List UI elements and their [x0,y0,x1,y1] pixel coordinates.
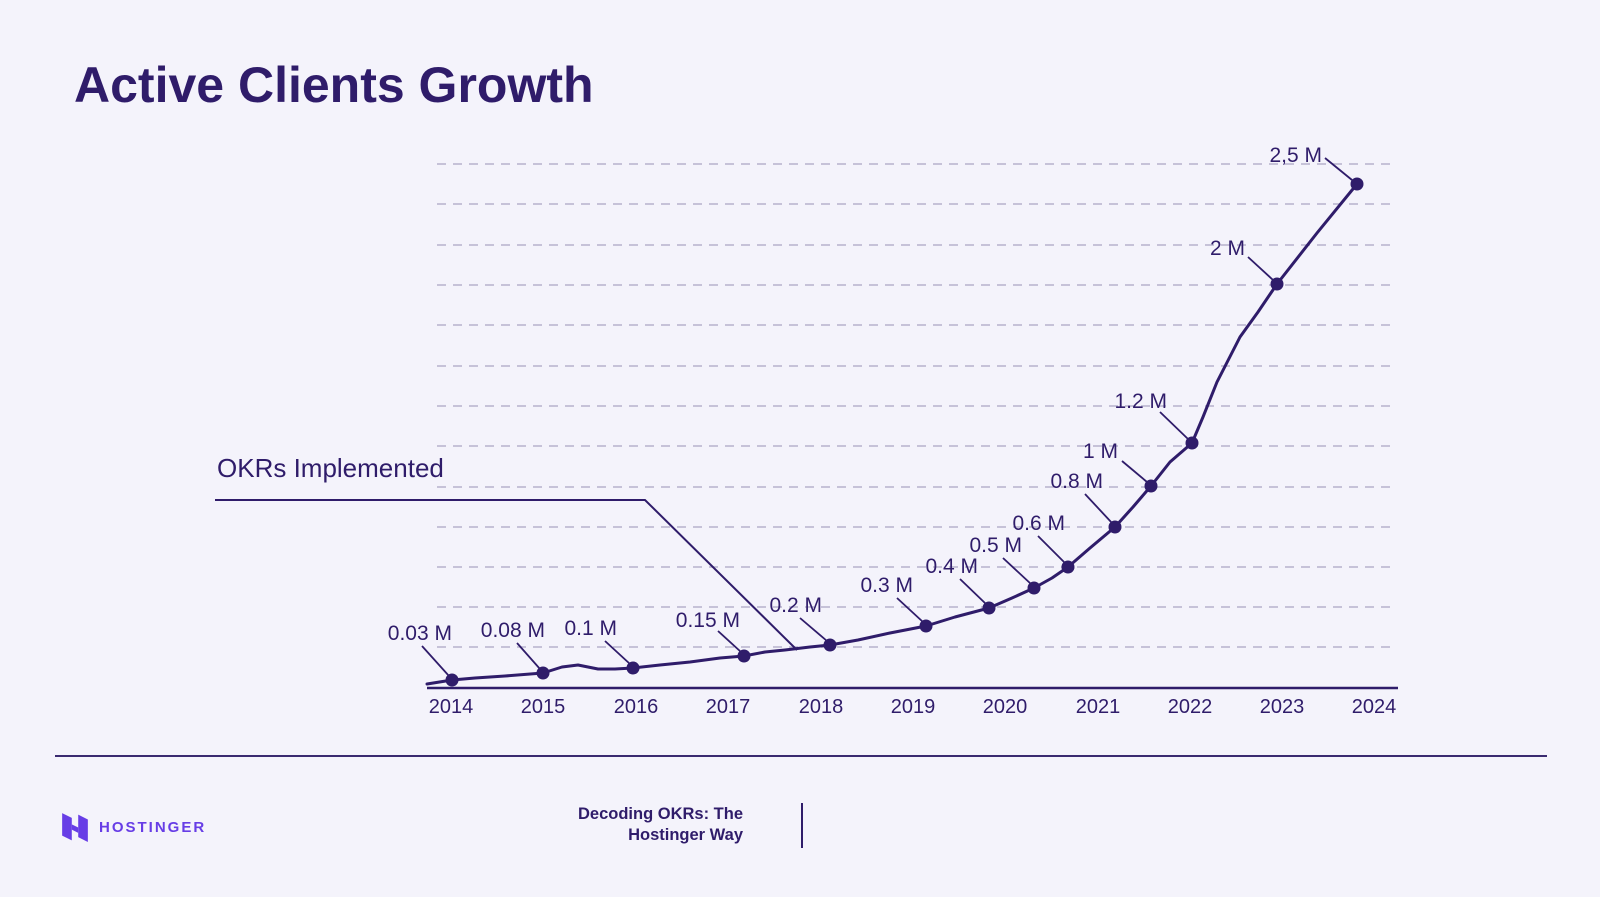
data-point [1108,520,1122,534]
okr-annotation-line [215,499,798,651]
data-point [1027,581,1041,595]
point-label: 0.4 M [925,555,978,578]
data-points [445,177,1364,687]
hostinger-h-logo-icon [62,813,88,842]
point-label: 0.6 M [1012,512,1065,535]
data-point [1185,436,1199,450]
data-point [737,649,751,663]
point-label: 0.1 M [564,617,617,640]
leader-lines [421,157,1353,677]
point-label: 1 M [1083,440,1118,463]
point-label: 2 M [1210,237,1245,260]
point-label: 0.8 M [1050,470,1103,493]
okr-annotation-label: OKRs Implemented [217,453,444,483]
x-tick-labels: 2014 2015 2016 2017 2018 2019 2020 2021 … [429,696,1397,718]
leader-line [1002,557,1032,585]
point-label: 0.3 M [860,574,913,597]
leader-line [604,640,631,665]
x-tick-label: 2017 [706,696,751,718]
leader-line [1084,493,1113,524]
hostinger-logo: HOSTINGER [60,812,206,842]
point-label: 0.08 M [481,619,545,642]
footer-divider [55,755,1547,757]
leader-line [1159,411,1189,440]
leader-line [896,597,924,623]
caption-divider [801,803,803,848]
data-point [919,619,933,633]
data-point [1270,277,1284,291]
gridlines [437,163,1393,648]
x-tick-label: 2024 [1352,696,1397,718]
slide-caption: Decoding OKRs: The Hostinger Way [578,804,743,846]
leader-line [516,642,541,670]
leader-line [1037,535,1066,564]
point-labels: 0.03 M 0.08 M 0.1 M 0.15 M 0.2 M 0.3 M 0… [388,144,1322,645]
page-title: Active Clients Growth [74,57,594,113]
x-tick-label: 2015 [521,696,566,718]
x-tick-label: 2019 [891,696,936,718]
leader-line [717,630,742,653]
data-point [1144,479,1158,493]
data-point [626,661,640,675]
leader-line [421,645,450,677]
point-label: 0.5 M [969,534,1022,557]
point-label: 1.2 M [1114,390,1167,413]
x-tick-label: 2014 [429,696,474,718]
slide-caption-line2: Hostinger Way [628,826,743,844]
data-point [1061,560,1075,574]
chart-line [425,182,1359,686]
x-tick-label: 2023 [1260,696,1305,718]
leader-line [959,578,987,605]
point-label: 2,5 M [1269,144,1322,167]
point-label: 0.2 M [769,594,822,617]
okr-annotation: OKRs Implemented [215,453,798,651]
x-tick-label: 2021 [1076,696,1121,718]
leader-line [799,617,828,642]
slide-caption-line1: Decoding OKRs: The [577,805,743,823]
hostinger-brand-name: HOSTINGER [99,818,207,836]
data-point [536,666,550,680]
x-tick-label: 2022 [1168,696,1213,718]
leader-line [1324,157,1353,181]
x-tick-label: 2018 [799,696,844,718]
data-point [1350,177,1364,191]
point-label: 0.15 M [676,609,740,632]
data-point [823,638,837,652]
x-tick-label: 2020 [983,696,1028,718]
point-label: 0.03 M [388,622,452,645]
leader-line [1247,256,1274,281]
data-point [445,673,459,687]
leader-line [1121,460,1148,483]
x-tick-label: 2016 [614,696,659,718]
data-point [982,601,996,615]
